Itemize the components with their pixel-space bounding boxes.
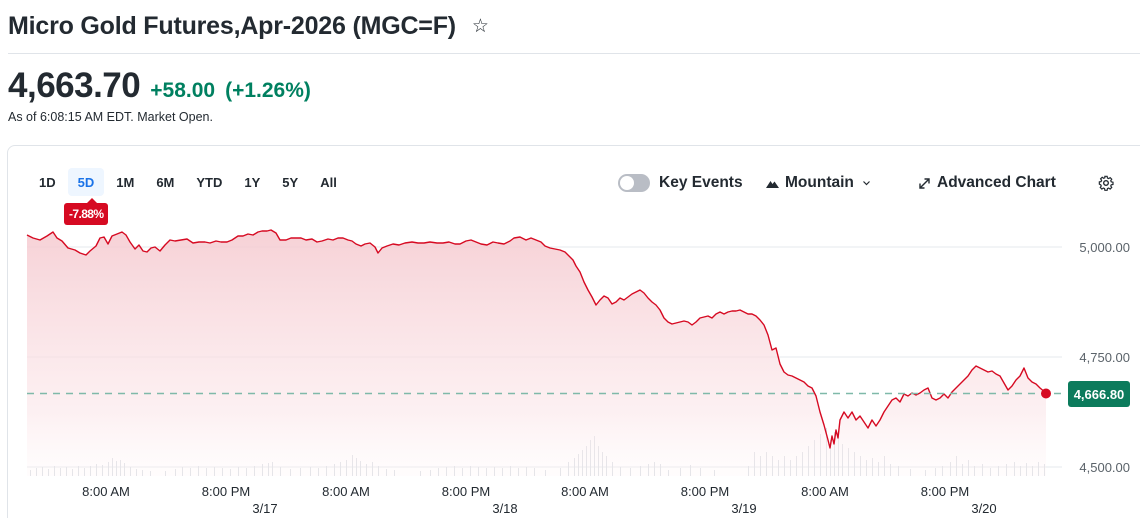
current-price: 4,663.70	[8, 66, 141, 105]
date-label-2: 3/19	[731, 501, 757, 516]
y-tick-5000: 5,000.00	[1079, 240, 1130, 255]
key-events-control: Key Events	[618, 170, 743, 196]
range-5y[interactable]: 5Y	[282, 174, 299, 190]
price-line	[26, 229, 1047, 449]
advanced-chart-label: Advanced Chart	[937, 174, 1056, 191]
date-label-1: 3/18	[492, 501, 518, 516]
expand-icon	[919, 177, 930, 189]
gear-icon	[1098, 175, 1114, 191]
range-5d[interactable]: 5D	[67, 168, 105, 196]
market-status: As of 6:08:15 AM EDT. Market Open.	[8, 110, 213, 124]
x-tick-5: 8:00 PM	[680, 484, 730, 499]
chart-type-dropdown[interactable]: Mountain	[766, 170, 871, 196]
x-tick-1: 8:00 PM	[201, 484, 251, 499]
current-price-tag: 4,666.80	[1068, 381, 1130, 407]
chart-card	[7, 145, 1140, 518]
range-1y[interactable]: 1Y	[244, 174, 261, 190]
advanced-chart-button[interactable]: Advanced Chart	[918, 170, 1056, 196]
range-change-badge: -7.88%	[64, 198, 109, 225]
x-tick-7: 8:00 PM	[920, 484, 970, 499]
range-1m[interactable]: 1M	[116, 174, 135, 190]
chart-type-label: Mountain	[785, 174, 854, 191]
y-tick-4500: 4,500.00	[1079, 460, 1130, 475]
last-price-marker	[1041, 388, 1051, 399]
mountain-icon	[766, 180, 779, 188]
range-ytd[interactable]: YTD	[196, 174, 223, 190]
price-change-percent: (+1.26%)	[225, 79, 311, 102]
y-tick-4750: 4,750.00	[1079, 350, 1130, 365]
quote-price-row: 4,663.70 +58.00 (+1.26%)	[8, 66, 311, 106]
key-events-toggle[interactable]	[618, 174, 650, 192]
x-tick-2: 8:00 AM	[322, 484, 370, 499]
price-area	[27, 230, 1046, 476]
x-tick-6: 8:00 AM	[801, 484, 849, 499]
key-events-label: Key Events	[659, 174, 743, 191]
x-tick-4: 8:00 AM	[561, 484, 609, 499]
chevron-down-icon	[862, 181, 870, 186]
date-label-0: 3/17	[252, 501, 278, 516]
chart-settings-button[interactable]	[1098, 170, 1114, 196]
range-1d[interactable]: 1D	[39, 174, 56, 190]
date-label-3: 3/20	[971, 501, 997, 516]
x-tick-3: 8:00 PM	[441, 484, 491, 499]
page-title: Micro Gold Futures,Apr-2026 (MGC=F)	[8, 11, 456, 40]
price-change: +58.00	[150, 79, 216, 102]
star-outline-icon[interactable]: ☆	[471, 15, 489, 37]
quote-header: Micro Gold Futures,Apr-2026 (MGC=F) ☆	[8, 8, 489, 44]
range-all[interactable]: All	[320, 174, 337, 190]
range-selector: 1D 5D 1M 6M YTD 1Y 5Y All	[29, 168, 349, 196]
range-6m[interactable]: 6M	[156, 174, 175, 190]
x-tick-0: 8:00 AM	[82, 484, 130, 499]
header-divider	[8, 53, 1140, 54]
